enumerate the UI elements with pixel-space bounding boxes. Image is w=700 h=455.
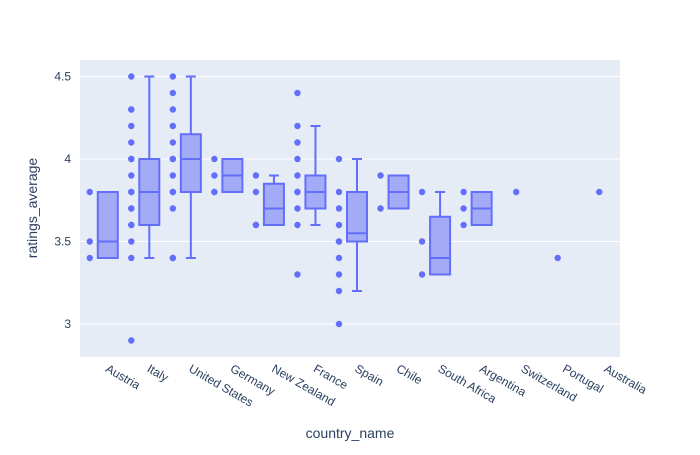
data-point	[169, 106, 177, 113]
data-point	[294, 271, 301, 278]
data-point	[128, 205, 135, 212]
data-point	[335, 320, 343, 328]
data-point	[128, 254, 135, 262]
data-point	[377, 172, 384, 179]
data-point	[169, 139, 177, 146]
data-point	[335, 287, 343, 295]
data-point	[169, 254, 177, 262]
data-point	[128, 122, 135, 130]
y-tick-label: 3	[64, 317, 71, 331]
boxes	[96, 75, 493, 292]
data-point	[294, 155, 301, 163]
data-point	[335, 238, 343, 245]
data-point	[128, 188, 135, 196]
data-point	[86, 254, 93, 262]
data-point	[252, 221, 260, 229]
x-tick-label: Spain	[353, 361, 387, 388]
data-point	[512, 188, 520, 196]
data-point	[377, 205, 384, 212]
data-point	[418, 271, 426, 278]
data-point	[294, 172, 301, 179]
data-point	[128, 73, 135, 80]
box	[429, 215, 452, 276]
data-point	[335, 155, 343, 163]
data-point	[418, 188, 426, 196]
points	[86, 73, 603, 344]
data-point	[294, 139, 301, 146]
x-tick-label: Chile	[394, 361, 425, 387]
data-point	[460, 221, 467, 229]
box	[346, 191, 368, 243]
data-point	[169, 155, 177, 163]
y-tick-labels: 3 3.5 4 4.5	[54, 70, 71, 332]
data-point	[418, 238, 426, 245]
y-tick-label: 3.5	[54, 235, 71, 249]
data-point	[294, 221, 301, 229]
data-point	[128, 337, 135, 344]
data-point	[128, 139, 135, 146]
data-point	[335, 188, 343, 196]
data-point	[335, 221, 343, 229]
data-point	[252, 172, 260, 179]
data-point	[294, 188, 301, 196]
data-point	[86, 238, 93, 245]
y-tick-label: 4.5	[54, 70, 71, 84]
box	[96, 191, 119, 259]
data-point	[128, 238, 135, 245]
data-point	[169, 122, 177, 130]
data-point	[211, 188, 218, 196]
y-tick-label: 4	[64, 152, 71, 166]
data-point	[128, 155, 135, 163]
data-point	[294, 122, 301, 130]
data-point	[86, 188, 93, 196]
y-axis-title: ratings_average	[24, 158, 40, 259]
data-point	[554, 254, 561, 262]
data-point	[294, 205, 301, 212]
data-point	[294, 89, 301, 97]
data-point	[169, 172, 177, 179]
data-point	[460, 205, 467, 212]
data-point	[128, 221, 135, 229]
data-point	[335, 254, 343, 262]
data-point	[169, 73, 177, 80]
data-point	[169, 89, 177, 97]
data-point	[335, 271, 343, 278]
x-tick-label: Austria	[103, 361, 143, 392]
data-point	[169, 205, 177, 212]
data-point	[460, 188, 467, 196]
data-point	[596, 188, 603, 196]
data-point	[211, 155, 218, 163]
data-point	[128, 172, 135, 179]
data-point	[211, 172, 218, 179]
data-point	[335, 205, 343, 212]
box	[262, 182, 285, 226]
x-tick-label: Australia	[602, 361, 650, 397]
data-point	[128, 106, 135, 113]
box	[179, 133, 202, 193]
x-tick-label: Italy	[145, 361, 171, 384]
x-axis-title: country_name	[306, 425, 395, 441]
data-point	[169, 188, 177, 196]
data-point	[252, 188, 260, 196]
